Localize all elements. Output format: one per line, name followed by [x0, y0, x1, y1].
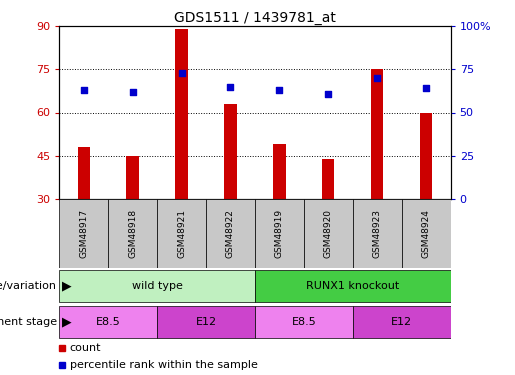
- Bar: [176, 29, 187, 199]
- Bar: [402, 199, 451, 268]
- Text: GSM48920: GSM48920: [324, 209, 333, 258]
- Text: E8.5: E8.5: [291, 316, 316, 327]
- Bar: [108, 199, 157, 268]
- Text: ▶: ▶: [62, 279, 72, 292]
- Bar: [353, 199, 402, 268]
- Text: GSM48919: GSM48919: [275, 209, 284, 258]
- Bar: [371, 69, 383, 199]
- Point: [422, 86, 430, 92]
- Text: genotype/variation: genotype/variation: [0, 281, 57, 291]
- Point: [177, 70, 185, 76]
- Bar: [225, 104, 236, 199]
- Text: RUNX1 knockout: RUNX1 knockout: [306, 281, 400, 291]
- Bar: [59, 199, 108, 268]
- Bar: [255, 270, 451, 302]
- Text: percentile rank within the sample: percentile rank within the sample: [70, 360, 258, 370]
- Text: wild type: wild type: [132, 281, 182, 291]
- Point: [373, 75, 381, 81]
- Text: ▶: ▶: [62, 315, 72, 328]
- Bar: [255, 306, 353, 338]
- Bar: [59, 270, 255, 302]
- Text: GSM48924: GSM48924: [422, 209, 431, 258]
- Bar: [206, 199, 255, 268]
- Point: [79, 87, 88, 93]
- Bar: [157, 306, 255, 338]
- Point: [324, 90, 333, 96]
- Text: GSM48921: GSM48921: [177, 209, 186, 258]
- Point: [128, 89, 136, 95]
- Bar: [255, 199, 304, 268]
- Bar: [322, 159, 334, 199]
- Text: GSM48922: GSM48922: [226, 209, 235, 258]
- Text: GSM48923: GSM48923: [373, 209, 382, 258]
- Text: count: count: [70, 343, 101, 353]
- Bar: [127, 156, 139, 199]
- Text: E12: E12: [391, 316, 413, 327]
- Bar: [78, 147, 90, 199]
- Bar: [420, 112, 432, 199]
- Text: development stage: development stage: [0, 316, 57, 327]
- Text: GSM48917: GSM48917: [79, 209, 88, 258]
- Bar: [157, 199, 206, 268]
- Text: GSM48918: GSM48918: [128, 209, 137, 258]
- Text: E12: E12: [195, 316, 217, 327]
- Bar: [353, 306, 451, 338]
- Bar: [304, 199, 353, 268]
- Bar: [273, 144, 285, 199]
- Title: GDS1511 / 1439781_at: GDS1511 / 1439781_at: [174, 11, 336, 25]
- Bar: [59, 306, 157, 338]
- Point: [275, 87, 283, 93]
- Text: E8.5: E8.5: [96, 316, 121, 327]
- Point: [226, 84, 234, 90]
